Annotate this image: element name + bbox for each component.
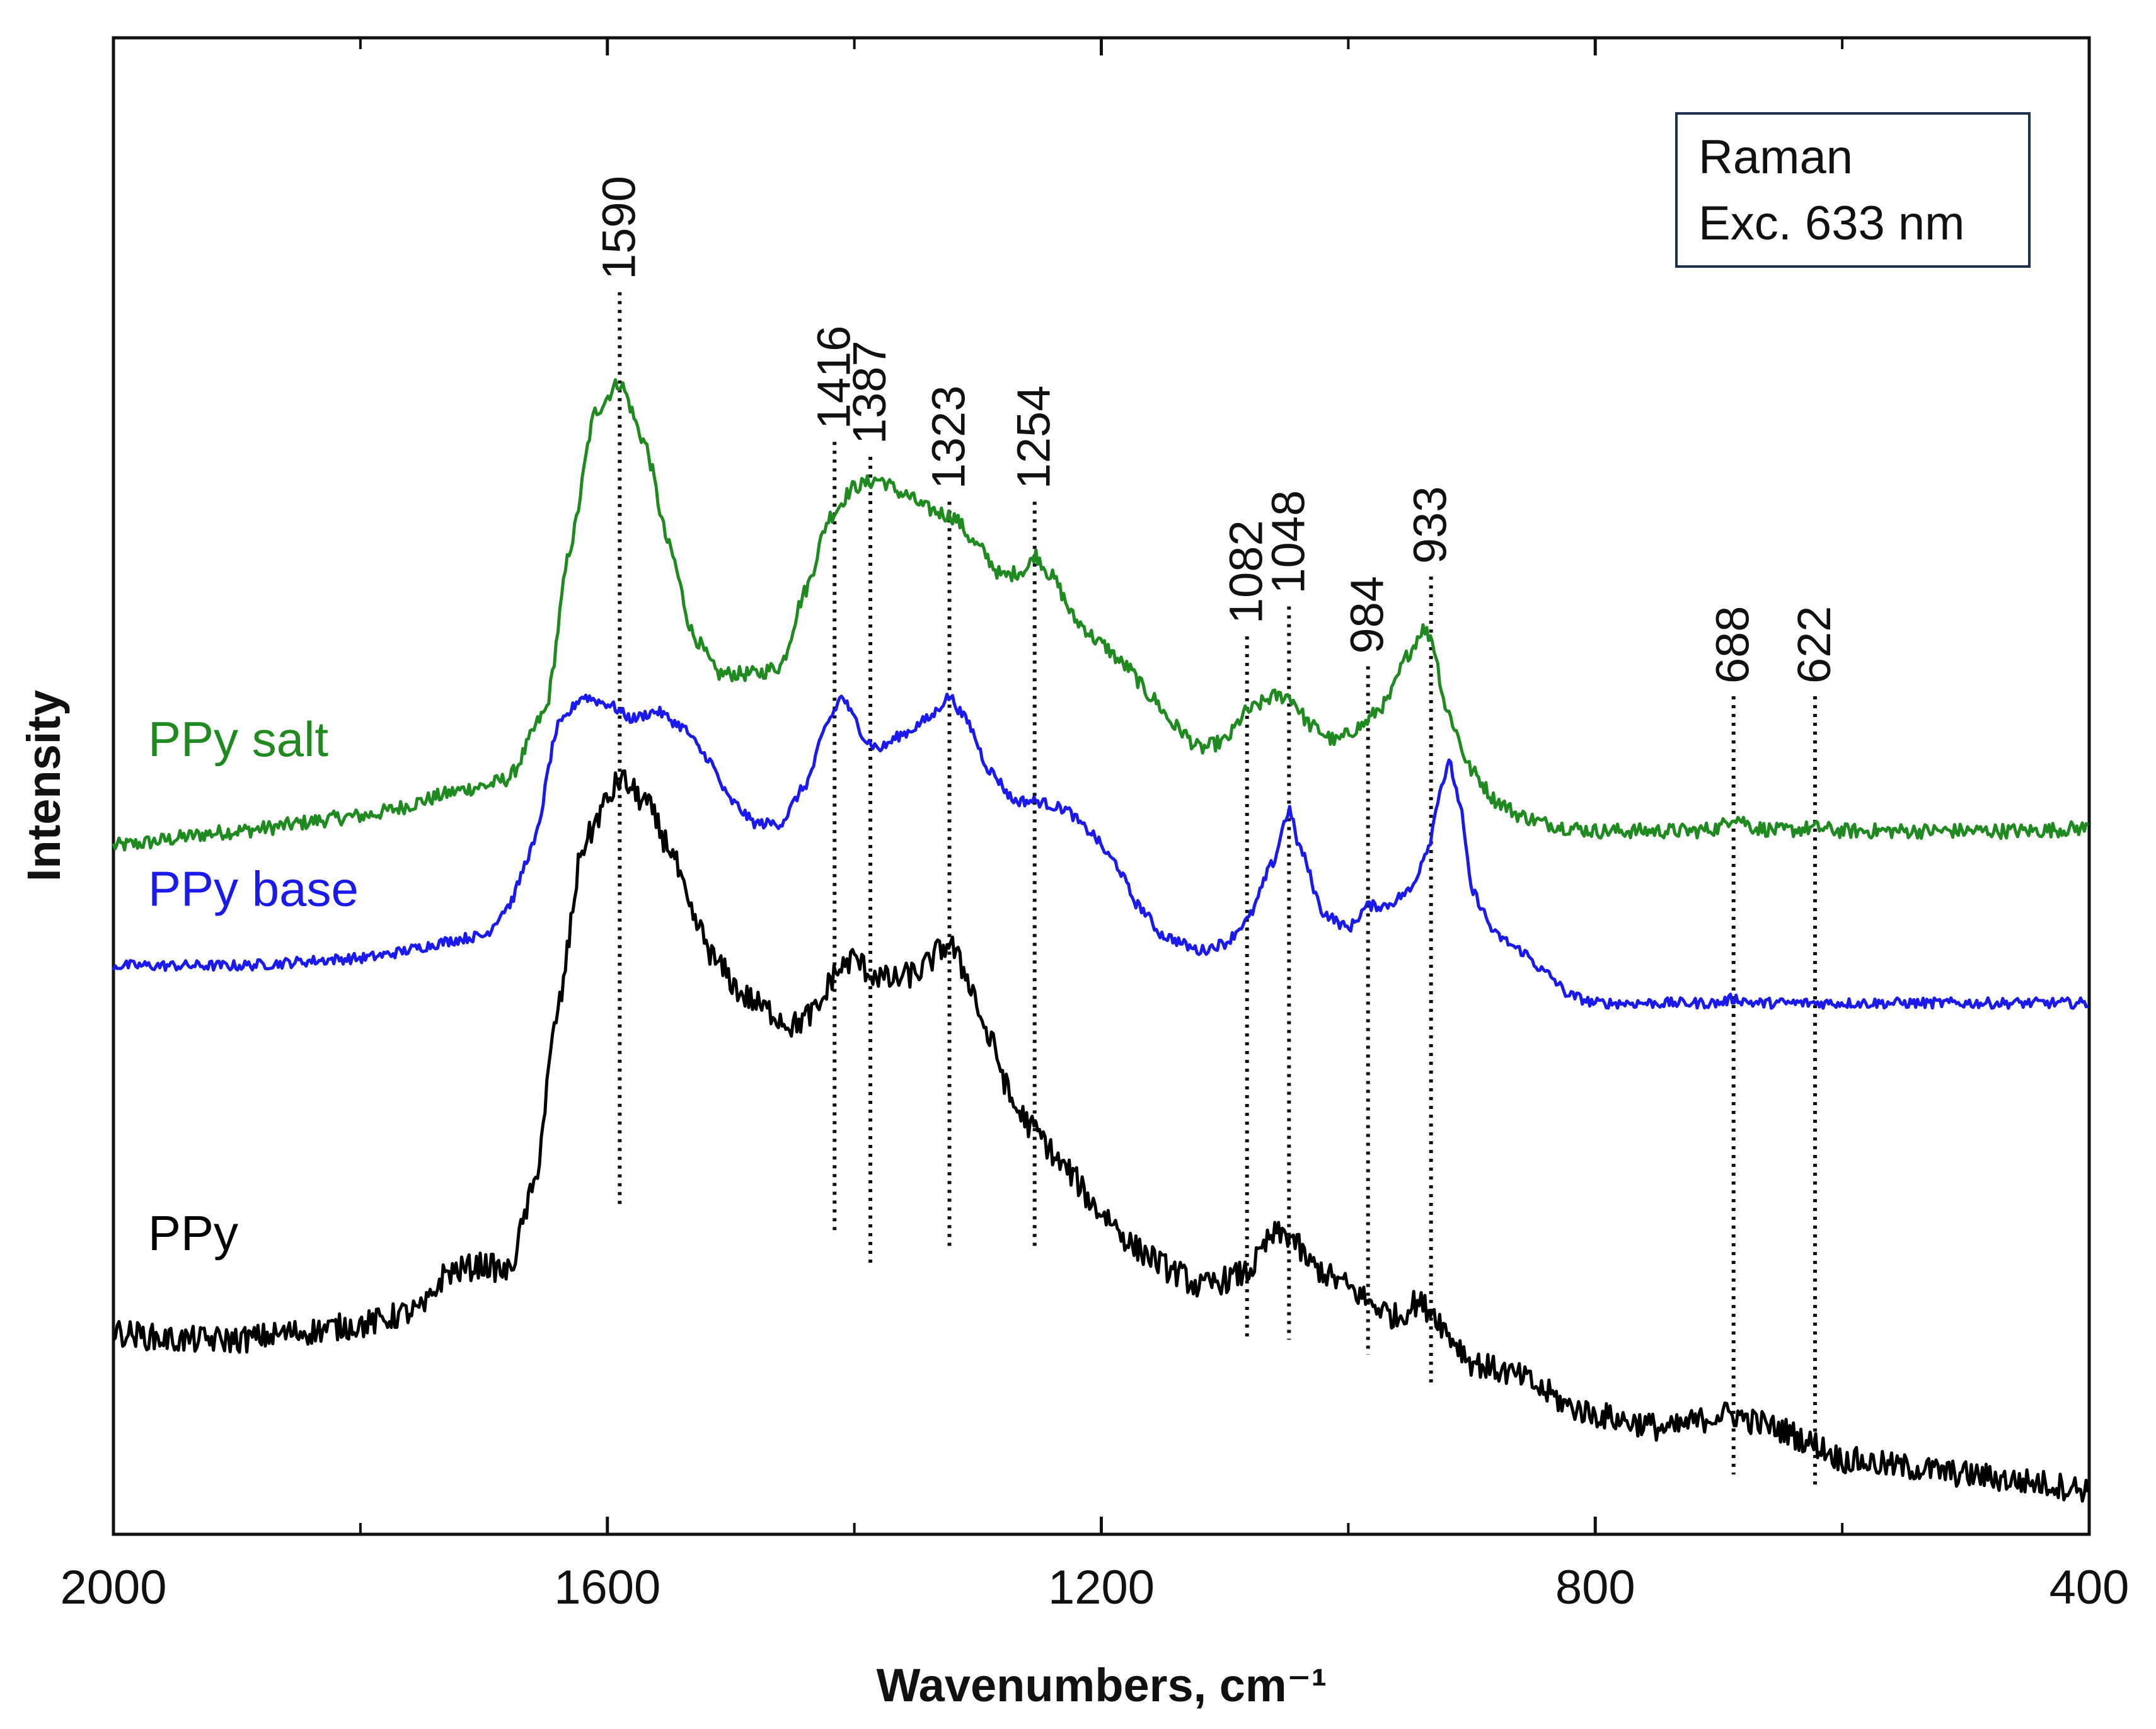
series-labels: PPy salt PPy base PPy	[148, 711, 359, 1261]
x-tick-label: 1200	[1048, 1561, 1155, 1614]
peak-label-1254: 1254	[1008, 386, 1060, 490]
x-axis-title: Wavenumbers, cm⁻¹	[877, 1659, 1327, 1711]
x-axis-ticks: 2000 1600 1200 800 400	[60, 38, 2129, 1614]
x-tick-label: 800	[1555, 1561, 1635, 1614]
y-axis-title: Intensity	[18, 690, 70, 882]
series-line-ppy-salt	[112, 378, 2089, 852]
spectra-series	[112, 378, 2090, 1503]
series-line-ppy-base	[112, 692, 2089, 1010]
x-tick-label: 2000	[60, 1561, 166, 1614]
peak-label-1323: 1323	[922, 386, 974, 490]
peak-label-622: 622	[1788, 606, 1840, 684]
annotation-box: Raman Exc. 633 nm	[1675, 112, 2031, 268]
peak-label-1082: 1082	[1220, 520, 1272, 624]
peak-label-933: 933	[1404, 486, 1456, 564]
peak-label-688: 688	[1707, 606, 1759, 684]
series-line-ppy	[112, 769, 2090, 1503]
peak-label-984: 984	[1341, 576, 1393, 653]
peak-label-1048: 1048	[1262, 490, 1314, 594]
series-label-ppy-salt: PPy salt	[148, 711, 328, 767]
x-tick-label: 400	[2049, 1561, 2130, 1614]
annotation-box-frame	[1675, 112, 2031, 268]
series-label-ppy: PPy	[148, 1205, 238, 1261]
series-label-ppy-base: PPy base	[148, 861, 359, 917]
annotation-line-1: Raman	[1698, 130, 1853, 184]
peak-label-1416: 1416	[807, 326, 860, 430]
peak-label-1387: 1387	[843, 340, 896, 444]
x-tick-label: 1600	[554, 1561, 660, 1614]
peak-label-1590: 1590	[592, 176, 645, 280]
annotation-line-2: Exc. 633 nm	[1698, 197, 1964, 250]
